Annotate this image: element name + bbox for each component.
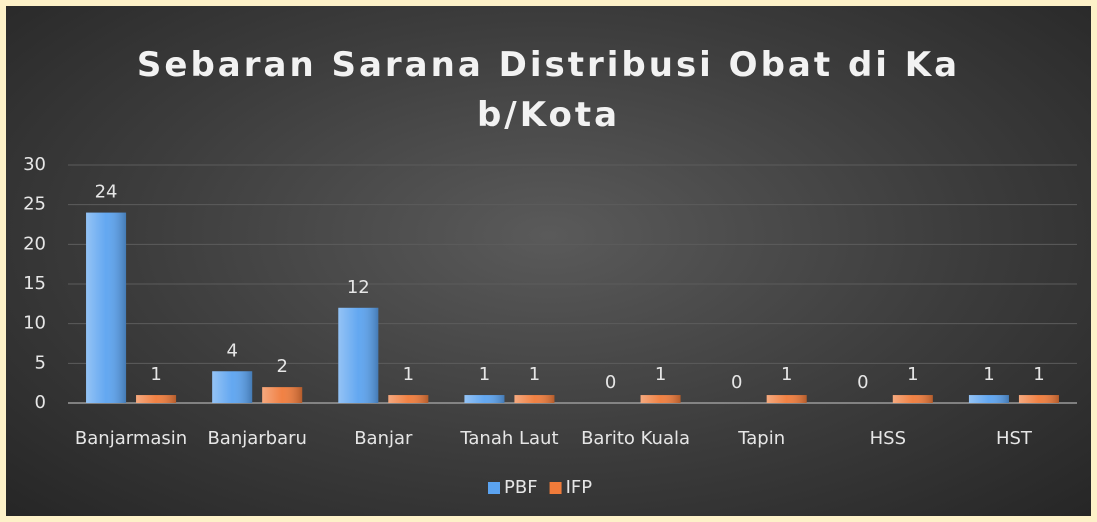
bar-shine (892, 395, 933, 403)
y-tick-label: 5 (35, 352, 46, 373)
bar-shine (514, 395, 555, 403)
x-tick-label: HST (996, 428, 1033, 449)
x-tick-label: HSS (870, 428, 906, 449)
bar-shine (766, 395, 807, 403)
x-tick-label: Banjar (354, 428, 413, 449)
bar-shine (464, 395, 505, 403)
data-label: 1 (479, 364, 490, 385)
bar-shine (968, 395, 1009, 403)
x-tick-label: Tanah Laut (459, 428, 558, 449)
data-label: 4 (226, 340, 237, 361)
chart: 051015202530Banjarmasin241Banjarbaru42Ba… (23, 154, 1077, 498)
data-label: 2 (276, 356, 287, 377)
data-label: 1 (655, 364, 666, 385)
data-label: 1 (403, 364, 414, 385)
x-tick-label: Banjarbaru (207, 428, 306, 449)
data-label: 1 (529, 364, 540, 385)
bar-shine (388, 395, 429, 403)
bar-shine (136, 395, 177, 403)
chart-title: Sebaran Sarana Distribusi Obat di Kab/Ko… (136, 45, 961, 135)
y-tick-label: 0 (35, 392, 46, 413)
y-tick-label: 30 (23, 154, 46, 175)
legend-label: IFP (566, 477, 593, 498)
data-label: 1 (983, 364, 994, 385)
bar-shine (212, 371, 253, 403)
legend-swatch (488, 482, 500, 494)
x-tick-label: Tapin (737, 428, 785, 449)
bar-shine (338, 307, 379, 403)
y-tick-label: 15 (23, 273, 46, 294)
legend-label: PBF (504, 477, 538, 498)
y-tick-label: 10 (23, 313, 46, 334)
data-label: 1 (1033, 364, 1044, 385)
data-label: 24 (95, 182, 118, 203)
legend-swatch (549, 482, 562, 494)
x-tick-label: Banjarmasin (75, 428, 187, 449)
data-label: 0 (731, 372, 742, 393)
data-label: 0 (857, 372, 868, 393)
y-tick-label: 25 (23, 194, 46, 215)
bar-shine (86, 212, 127, 403)
bar-shine (640, 395, 681, 403)
bar-shine (1018, 395, 1059, 403)
x-tick-label: Barito Kuala (581, 428, 690, 449)
data-label: 12 (347, 277, 370, 298)
bar-shine (262, 387, 303, 403)
data-label: 1 (907, 364, 918, 385)
data-label: 1 (150, 364, 161, 385)
data-label: 1 (781, 364, 792, 385)
data-label: 0 (605, 372, 616, 393)
y-tick-label: 20 (23, 233, 46, 254)
